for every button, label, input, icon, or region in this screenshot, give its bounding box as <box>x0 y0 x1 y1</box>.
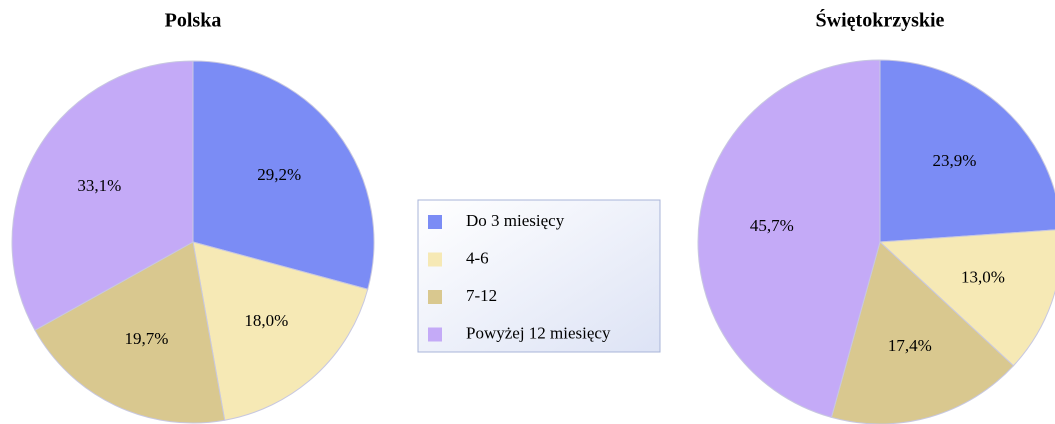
data-label: 17,4% <box>888 336 932 355</box>
data-label: 23,9% <box>933 151 977 170</box>
data-label: 29,2% <box>257 165 301 184</box>
legend-swatch <box>428 252 442 267</box>
data-label: 19,7% <box>124 329 168 348</box>
data-label: 13,0% <box>961 267 1005 286</box>
pie-slice <box>11 60 194 331</box>
pie-slice <box>192 60 375 290</box>
chart-title: Świętokrzyskie <box>816 8 945 32</box>
pie-slice <box>878 229 1055 367</box>
legend-label: 4-6 <box>466 248 489 267</box>
pie-slice <box>697 59 881 419</box>
data-label: 45,7% <box>750 216 794 235</box>
pie-slice <box>34 241 226 424</box>
legend-swatch <box>428 290 442 304</box>
legend-label: Do 3 miesięcy <box>466 211 565 230</box>
data-label: 18,0% <box>244 311 288 330</box>
pie-slice <box>192 241 369 421</box>
pie-slice <box>879 59 1055 243</box>
legend-swatch <box>428 327 442 342</box>
legend-swatch <box>428 215 442 229</box>
legend-box <box>417 199 661 353</box>
legend-label: 7-12 <box>466 286 497 305</box>
pie-slice <box>830 241 1015 424</box>
chart-title: Polska <box>165 10 222 32</box>
data-label: 33,1% <box>77 176 121 195</box>
legend-label: Powyżej 12 miesięcy <box>466 323 611 342</box>
